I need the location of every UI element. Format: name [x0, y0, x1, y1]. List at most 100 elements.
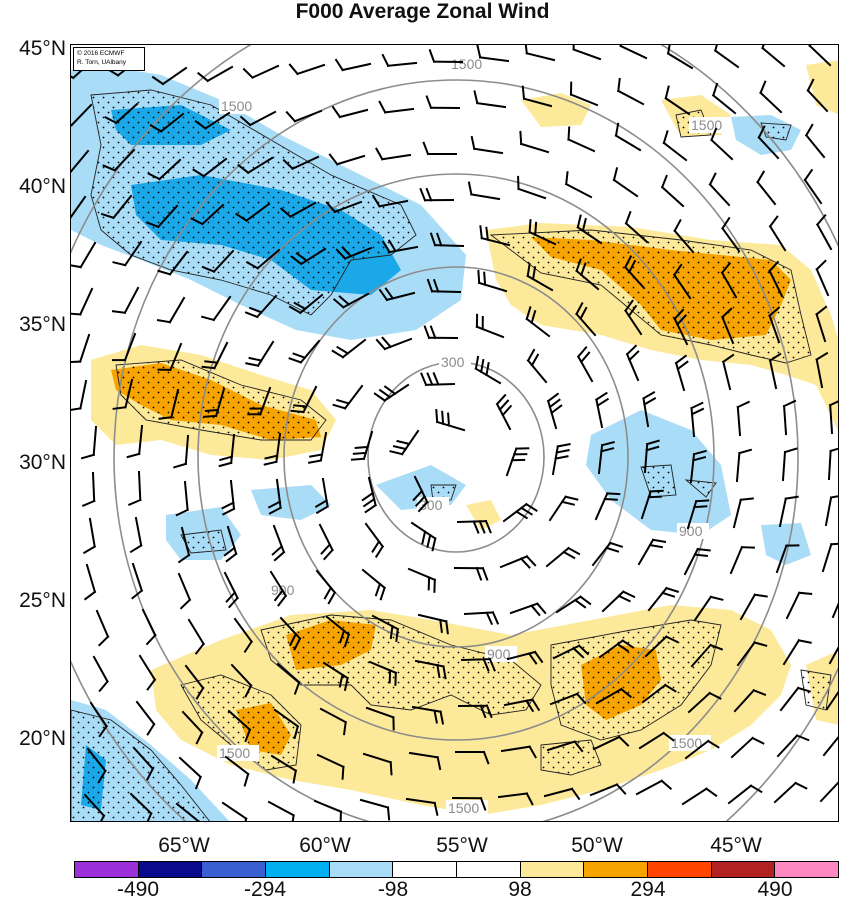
colorbar-swatch [266, 862, 330, 877]
wind-barb-flag [694, 506, 706, 507]
wind-barb-staff [317, 571, 335, 593]
wind-barb-flag [292, 815, 294, 822]
wind-barb-flag [220, 457, 232, 460]
wind-barb-staff [125, 288, 138, 313]
colorbar-label: 490 [740, 879, 810, 901]
wind-barb-flag [607, 548, 619, 552]
wind-barb-flag [663, 593, 674, 597]
wind-barb-flag [650, 545, 662, 547]
wind-barb-flag [649, 497, 661, 498]
wind-barb-flag [770, 217, 777, 227]
wind-barb-flag [486, 228, 487, 240]
wind-barb-staff [761, 93, 781, 112]
wind-barb-flag [394, 446, 406, 449]
wind-barb-staff [823, 544, 831, 571]
wind-barb-flag [500, 401, 508, 410]
wind-barb-staff [566, 184, 591, 197]
wind-barb-staff [784, 406, 786, 434]
wind-barb-staff [345, 386, 362, 408]
contour-label-1500-north: 1500 [451, 56, 482, 72]
wind-barb-flag [223, 503, 234, 508]
wind-barb-staff [382, 155, 410, 159]
wind-barb-staff [301, 341, 319, 362]
wind-barb-staff [474, 149, 502, 153]
lat-label-30n: 30°N [0, 452, 66, 474]
wind-barb-flag [376, 149, 382, 159]
wind-barb-flag [521, 559, 529, 568]
wind-barb-flag [388, 808, 389, 820]
wind-barb-flag [614, 168, 617, 180]
wind-barb-flag [113, 311, 125, 313]
wind-barb-flag [364, 499, 374, 506]
wind-barb-flag [131, 546, 141, 552]
wind-barb-staff [616, 136, 640, 150]
wind-barb-flag [424, 143, 428, 154]
wind-barb-staff [817, 225, 831, 250]
wind-barb-staff [137, 702, 154, 724]
wind-barb-staff [569, 140, 595, 152]
wind-barb-staff [618, 91, 643, 104]
wind-barb-flag [566, 172, 567, 184]
wind-barb-flag [421, 189, 425, 200]
wind-barb-flag [799, 593, 811, 594]
lon-label-65w: 65°W [144, 835, 224, 857]
wind-barb-flag [738, 402, 749, 407]
wind-barb-staff [780, 499, 786, 526]
colorbar-swatch [648, 862, 712, 877]
wind-barb-staff [683, 789, 706, 804]
wind-barb-staff [781, 688, 798, 710]
wind-barb-staff [298, 65, 325, 74]
wind-barb-flag [250, 358, 262, 360]
wind-barb-flag [398, 441, 410, 444]
wind-barb-staff [775, 783, 796, 802]
colorbar-label: -294 [230, 879, 300, 901]
wind-barb-flag [383, 338, 391, 347]
wind-barb-flag [442, 412, 443, 424]
wind-barb-flag [831, 544, 839, 545]
contour-label-300-top: 300 [441, 354, 465, 370]
wind-barb-flag [616, 124, 618, 136]
wind-barb-flag [337, 400, 349, 403]
contour-label-1500-south: 1500 [448, 800, 479, 816]
wind-barb-flag [575, 600, 585, 607]
wind-barb-flag [129, 500, 140, 505]
wind-barb-flag [383, 55, 388, 66]
wind-barb-flag [581, 353, 589, 362]
wind-barb-flag [711, 597, 723, 600]
wind-barb-staff [507, 449, 516, 475]
lat-label-25n: 25°N [0, 590, 66, 612]
wind-barb-staff [388, 63, 416, 66]
wind-barb-flag [817, 215, 825, 224]
colorbar-label: 98 [485, 879, 555, 901]
wind-barb-flag [428, 374, 433, 385]
wind-barb-flag [755, 595, 767, 597]
wind-barb-flag [322, 545, 330, 554]
wind-barb-flag [448, 414, 449, 426]
wind-barb-staff [87, 565, 95, 592]
wind-barb-flag [338, 347, 348, 353]
wind-barb-flag [427, 97, 431, 108]
wind-barb-staff [361, 800, 388, 808]
wind-barb-flag [610, 543, 622, 547]
wind-barb-staff [596, 493, 607, 519]
wind-barb-flag [562, 502, 574, 505]
wind-barb-flag [785, 449, 797, 453]
wind-barb-flag [695, 555, 707, 556]
wind-barb-staff [787, 593, 799, 618]
wind-barb-staff [94, 657, 108, 682]
wind-barb-flag [290, 65, 298, 74]
wind-barb-flag [817, 261, 826, 269]
wind-barb-flag [548, 394, 558, 401]
wind-barb-flag [605, 499, 617, 500]
wind-barb-staff [223, 803, 246, 819]
wind-barb-flag [273, 546, 282, 554]
wind-barb-staff [340, 110, 367, 117]
wind-barb-staff [80, 289, 92, 314]
wind-barb-staff [738, 407, 740, 435]
ring-300 [368, 362, 544, 552]
wind-barb-flag [434, 373, 439, 384]
wind-barb-flag [158, 320, 170, 322]
wind-barb-staff [637, 781, 662, 794]
credit-line-2: R. Torn, UAlbany [77, 58, 141, 67]
contour-label-1500-northwest: 1500 [221, 98, 252, 114]
